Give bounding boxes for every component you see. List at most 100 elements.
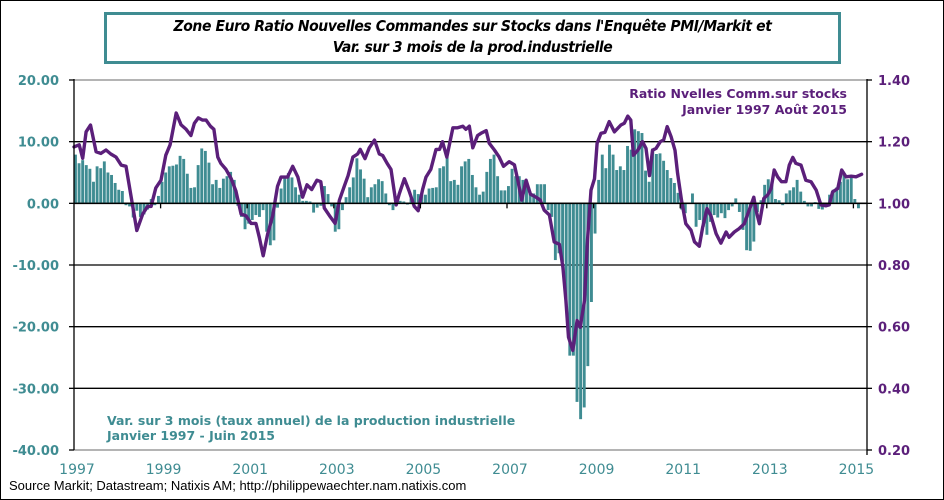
bar <box>651 148 655 204</box>
bar <box>716 203 720 218</box>
bar <box>571 203 575 356</box>
bar <box>503 190 507 204</box>
bar <box>799 191 803 204</box>
bar <box>214 179 218 204</box>
bar <box>200 148 204 204</box>
bar <box>330 203 334 207</box>
bar <box>337 203 341 230</box>
bar <box>575 203 579 402</box>
bar <box>658 153 662 204</box>
bar <box>286 173 290 204</box>
bar <box>463 161 467 204</box>
line-series-ratio <box>72 111 864 353</box>
bar <box>759 200 763 204</box>
bar <box>92 181 95 204</box>
bar <box>712 203 716 216</box>
left-axis-tick-label: -30.00 <box>12 382 59 397</box>
bar <box>849 177 853 204</box>
bar <box>445 157 449 204</box>
bar <box>120 191 124 204</box>
bar <box>752 203 756 242</box>
bar <box>810 203 813 207</box>
bar <box>272 203 276 241</box>
bar <box>727 203 731 211</box>
bar <box>377 179 380 204</box>
bar <box>135 203 139 211</box>
chart-title: Zone Euro Ratio Nouvelles Commandes sur … <box>104 12 841 64</box>
bar-legend-line-2: Janvier 1997 - Juin 2015 <box>106 428 275 443</box>
bar <box>196 165 200 204</box>
bar <box>254 203 258 216</box>
bar <box>99 168 103 204</box>
bar <box>669 178 673 204</box>
bar <box>359 169 362 204</box>
bar <box>301 200 305 204</box>
bar <box>322 186 326 204</box>
bar <box>734 198 738 204</box>
bar <box>160 181 164 204</box>
bar <box>691 193 694 204</box>
bar <box>698 203 702 220</box>
bar <box>167 166 171 204</box>
bar <box>589 203 593 302</box>
bar <box>561 203 565 262</box>
bar <box>647 181 651 204</box>
bar <box>373 184 377 204</box>
bar <box>853 199 857 204</box>
right-axis-tick-label: 0.60 <box>878 321 910 336</box>
bar <box>326 194 330 204</box>
x-axis-tick-label: 1999 <box>146 462 182 478</box>
bar <box>672 182 676 204</box>
bar <box>442 166 445 204</box>
bar <box>608 144 611 204</box>
bar <box>413 189 417 204</box>
bar <box>427 188 431 204</box>
bar <box>748 203 752 251</box>
bar <box>784 193 788 204</box>
bar <box>156 195 160 204</box>
bar <box>402 201 406 204</box>
bar <box>175 164 178 204</box>
left-axis-tick-label: 20.00 <box>18 74 59 89</box>
bar <box>193 187 196 204</box>
bar-series <box>74 129 860 420</box>
bar <box>102 161 106 204</box>
bar <box>730 203 734 207</box>
bar <box>543 184 546 204</box>
bar <box>247 203 251 224</box>
line-legend-line-2: Janvier 1997 Août 2015 <box>681 102 847 117</box>
bar <box>763 184 767 204</box>
bar <box>113 182 117 204</box>
bar <box>351 177 355 204</box>
bar <box>618 166 622 204</box>
x-axis-tick-label: 2001 <box>232 462 268 478</box>
right-axis-tick-label: 1.20 <box>878 136 910 151</box>
bar <box>705 203 709 235</box>
x-axis-tick-label: 2011 <box>665 462 701 478</box>
bar <box>781 203 785 206</box>
bar <box>474 187 478 204</box>
bar <box>644 170 648 204</box>
bar <box>182 158 186 204</box>
bar <box>225 176 229 204</box>
bar <box>416 194 420 204</box>
left-axis-tick-label: 10.00 <box>18 136 59 151</box>
bar <box>546 203 550 211</box>
bar <box>496 176 500 204</box>
bar <box>626 145 629 204</box>
bar <box>77 163 81 204</box>
bar <box>640 133 644 204</box>
bar <box>319 203 323 206</box>
bar <box>622 170 626 204</box>
bar <box>276 203 279 208</box>
bar <box>387 203 391 206</box>
bar <box>258 203 261 217</box>
bar <box>366 197 370 204</box>
bar <box>604 168 608 204</box>
bar <box>597 179 601 204</box>
bar <box>74 154 77 204</box>
bar <box>719 203 723 214</box>
right-axis-tick-label: 1.40 <box>878 74 910 89</box>
bar <box>229 171 233 204</box>
bar <box>431 187 435 204</box>
